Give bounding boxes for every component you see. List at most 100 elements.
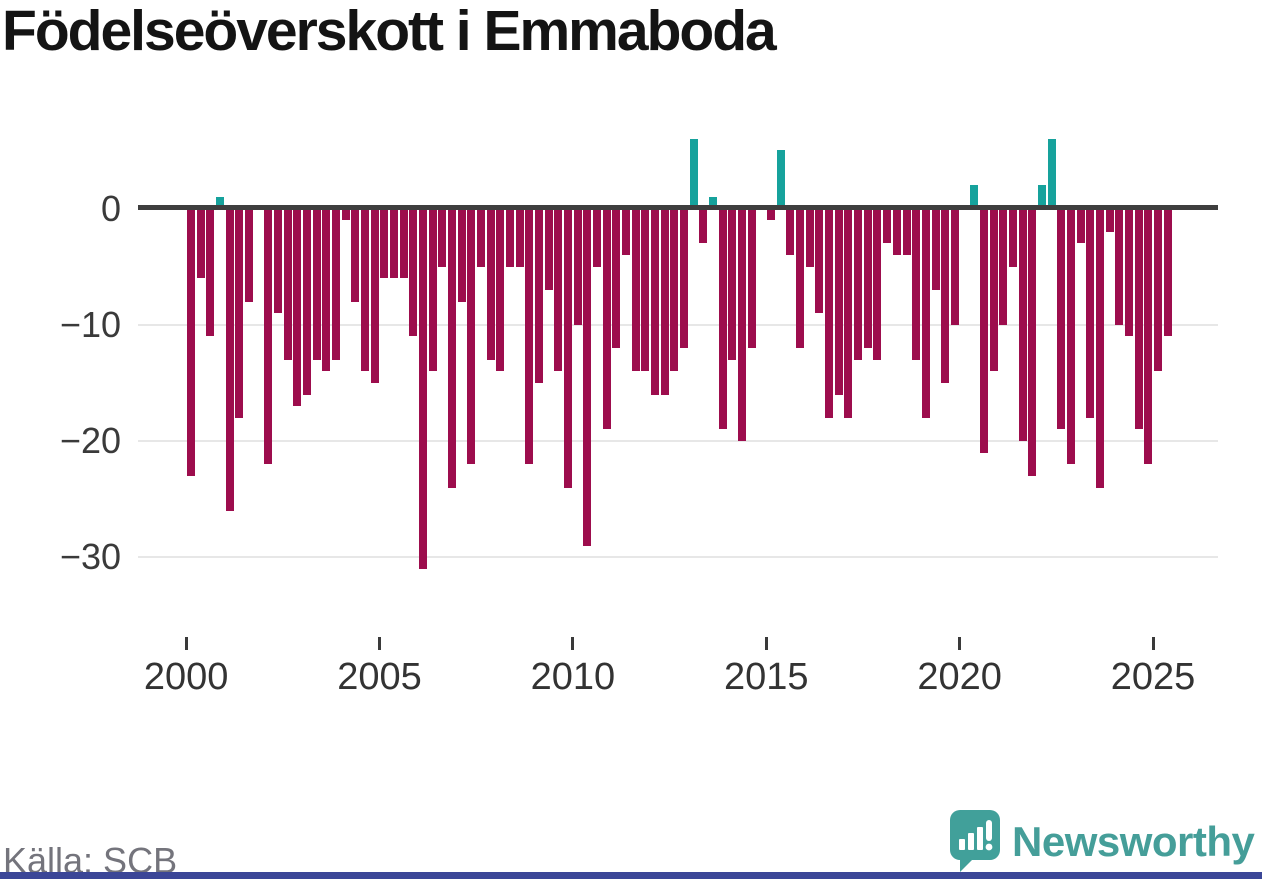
bar-2013-Q1 — [689, 138, 698, 209]
bar-2012-Q3 — [670, 208, 679, 372]
x-tick-label-2015: 2015 — [724, 656, 809, 698]
bar-2011-Q1 — [612, 208, 621, 349]
bar-2006-Q3 — [438, 208, 447, 267]
bar-2003-Q1 — [303, 208, 312, 395]
bar-2011-Q2 — [622, 208, 631, 256]
bar-2015-Q4 — [796, 208, 805, 349]
bar-2001-Q2 — [235, 208, 244, 418]
bar-2020-Q2 — [970, 185, 979, 209]
bar-2023-Q1 — [1076, 208, 1085, 244]
bar-2007-Q3 — [477, 208, 486, 267]
bar-2024-Q3 — [1134, 208, 1143, 430]
bar-2012-Q2 — [660, 208, 669, 395]
bar-2023-Q4 — [1105, 208, 1114, 232]
bar-2005-Q3 — [399, 208, 408, 279]
bar-2006-Q4 — [448, 208, 457, 488]
bar-2017-Q2 — [854, 208, 863, 360]
x-tick-label-2010: 2010 — [530, 656, 616, 698]
bar-2003-Q2 — [312, 208, 321, 360]
bar-2002-Q4 — [293, 208, 302, 407]
bar-2018-Q1 — [883, 208, 892, 244]
bar-2010-Q1 — [573, 208, 582, 325]
bar-2020-Q4 — [989, 208, 998, 372]
bar-2009-Q2 — [544, 208, 553, 290]
bar-2022-Q4 — [1066, 208, 1075, 465]
bar-2011-Q3 — [631, 208, 640, 372]
x-tick-2015 — [764, 637, 768, 650]
bar-2017-Q4 — [873, 208, 882, 360]
bar-2013-Q3 — [709, 196, 718, 209]
bar-2023-Q3 — [1095, 208, 1104, 488]
bar-2015-Q2 — [776, 150, 785, 209]
birth-surplus-chart: 0 −10 −20 −30 2000 2005 2010 2015 2020 2025 — [59, 138, 1218, 698]
bar-2017-Q3 — [863, 208, 872, 349]
bar-2025-Q1 — [1153, 208, 1162, 372]
bar-2022-Q3 — [1057, 208, 1066, 430]
bar-2001-Q3 — [245, 208, 253, 302]
bar-2011-Q4 — [641, 208, 650, 372]
bar-2017-Q1 — [844, 208, 853, 418]
bar-2007-Q4 — [486, 208, 495, 360]
y-tick-label--10: −10 — [59, 303, 121, 345]
bar-2019-Q4 — [950, 208, 959, 325]
bar-2024-Q1 — [1115, 208, 1124, 325]
x-tick-label-2005: 2005 — [337, 656, 422, 698]
footer-accent-strip — [0, 872, 1262, 879]
bar-2006-Q1 — [419, 208, 428, 570]
bar-2004-Q2 — [351, 208, 360, 302]
bar-2000-Q1 — [187, 208, 195, 476]
bar-2021-Q1 — [999, 208, 1008, 325]
x-tick-2005 — [378, 637, 382, 650]
bar-2018-Q2 — [892, 208, 901, 256]
bar-2015-Q1 — [767, 208, 776, 221]
x-tick-2020 — [958, 637, 962, 650]
zero-axis-line — [138, 205, 1218, 210]
bar-2000-Q4 — [216, 196, 224, 209]
newsworthy-branding: Newsworthy — [946, 809, 1258, 872]
bar-2005-Q2 — [390, 208, 399, 279]
bar-2003-Q3 — [322, 208, 331, 372]
bar-2021-Q4 — [1028, 208, 1037, 476]
x-tick-2010 — [571, 637, 575, 650]
bar-2008-Q4 — [525, 208, 534, 465]
bar-2016-Q4 — [834, 208, 843, 395]
bar-2016-Q2 — [815, 208, 824, 314]
bar-2007-Q2 — [467, 208, 476, 465]
bar-2004-Q3 — [361, 208, 370, 372]
bar-2021-Q3 — [1018, 208, 1027, 442]
x-tick-label-2020: 2020 — [917, 656, 1002, 698]
x-tick-2025 — [1151, 637, 1155, 650]
bar-2005-Q1 — [380, 208, 389, 279]
bar-2015-Q3 — [786, 208, 795, 256]
bar-2014-Q3 — [747, 208, 756, 349]
bar-2009-Q3 — [554, 208, 563, 372]
x-tick-2000 — [184, 637, 188, 650]
bar-2002-Q2 — [274, 208, 283, 314]
bar-2004-Q4 — [370, 208, 379, 383]
bar-2001-Q1 — [225, 208, 234, 511]
bar-2021-Q2 — [1008, 208, 1017, 267]
page-title: Födelseöverskott i Emmaboda — [2, 0, 777, 63]
x-tick-label-2000: 2000 — [143, 656, 229, 698]
y-tick-label--20: −20 — [59, 420, 121, 462]
bar-2012-Q4 — [680, 208, 689, 349]
bar-2016-Q3 — [825, 208, 834, 418]
bar-2005-Q4 — [409, 208, 418, 337]
bar-2018-Q4 — [912, 208, 921, 360]
bar-2019-Q3 — [941, 208, 950, 383]
bar-2013-Q2 — [699, 208, 708, 244]
bar-2000-Q3 — [206, 208, 215, 337]
bar-2002-Q1 — [264, 208, 273, 465]
newsworthy-logo-icon — [946, 808, 1002, 877]
gridline--20 — [138, 440, 1218, 443]
bar-2000-Q2 — [196, 208, 205, 279]
bar-2008-Q1 — [496, 208, 505, 372]
gridline--30 — [138, 556, 1218, 559]
y-tick-label--30: −30 — [59, 536, 121, 578]
bar-2025-Q2 — [1163, 208, 1172, 337]
bar-2008-Q3 — [515, 208, 524, 267]
bar-2016-Q1 — [805, 208, 814, 267]
bar-2019-Q2 — [931, 208, 940, 290]
bar-2014-Q1 — [728, 208, 737, 360]
bar-2009-Q4 — [564, 208, 573, 488]
